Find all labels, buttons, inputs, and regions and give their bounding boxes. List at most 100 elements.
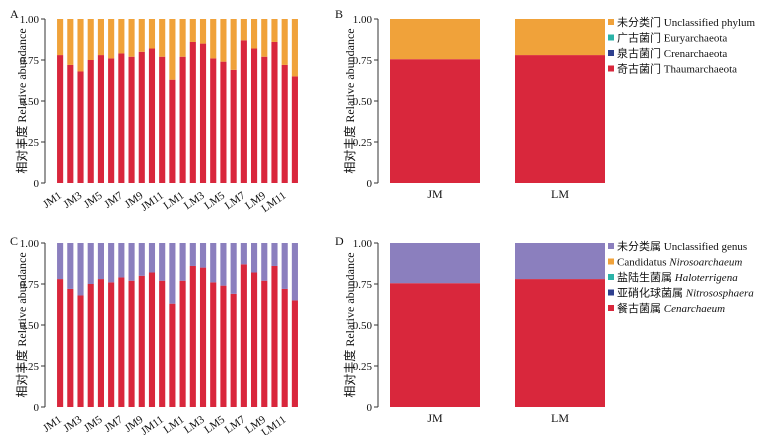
y-axis-title: 相对丰度 Relative abundance <box>14 28 29 173</box>
x-tick-label: JM3 <box>61 413 84 434</box>
legend-swatch <box>608 50 614 56</box>
x-tick-label: JM7 <box>102 189 125 210</box>
bar-segment <box>128 280 135 407</box>
y-axis-title: 相对丰度 Relative abundance <box>14 252 29 397</box>
bar-segment <box>291 19 298 77</box>
bar-segment <box>189 265 196 407</box>
bar-segment <box>67 19 74 65</box>
y-tick-label: 1.00 <box>353 14 373 26</box>
bar-segment <box>199 243 207 268</box>
x-tick-label: JM3 <box>61 189 84 210</box>
bar-segment <box>251 243 258 273</box>
legend-label: 餐古菌属 Cenarchaeum <box>617 301 725 315</box>
legend-label-en: Cenarchaeum <box>664 303 725 315</box>
y-tick-label: 0 <box>34 402 40 414</box>
bar-segment <box>291 243 298 301</box>
bar-segment <box>220 285 227 407</box>
bar-segment <box>97 243 104 280</box>
bar-segment <box>57 243 64 280</box>
y-tick-label: 0.25 <box>353 361 373 373</box>
panel-c: C 0 0.25 0.50 0.75 1.00 相对丰度 Relative abundanc… <box>10 234 298 435</box>
bar-segment <box>148 243 156 273</box>
legend-label: 奇古菌门 Thaumarchaeota <box>617 62 737 76</box>
y-axis-title: 相对丰度 Relative abundance <box>342 252 357 397</box>
bar-segment <box>261 280 268 407</box>
bar-segment <box>87 284 94 407</box>
y-tick-label: 1.00 <box>20 238 40 250</box>
bar-segment <box>210 243 217 283</box>
bar-segment <box>390 59 480 183</box>
y-tick-label: 0.25 <box>20 137 40 149</box>
legend-swatch <box>608 65 614 72</box>
bar-segment <box>210 58 217 183</box>
legend-label-en: Nirosoarchaeum <box>668 257 742 269</box>
x-tick-label: LM3 <box>182 413 207 435</box>
legend-label: 未分类属 Unclassified genus <box>617 239 747 253</box>
bar-segment <box>108 243 115 283</box>
y-tick-label: 0.75 <box>353 55 373 67</box>
legend-label-en: Haloterrigena <box>674 272 738 284</box>
bar-segment <box>199 267 207 407</box>
bar-segment <box>281 288 288 407</box>
bar-segment <box>159 56 166 183</box>
legend-label: 亚硝化球菌属 Nitrososphaera <box>617 286 754 300</box>
bar-segment <box>291 300 298 407</box>
bar-segment <box>57 19 64 56</box>
legend-swatch <box>608 289 614 296</box>
bar-segment <box>230 69 237 183</box>
y-tick-label: 0.50 <box>20 320 40 332</box>
legend-swatch <box>608 274 614 280</box>
bar-segment <box>108 282 115 407</box>
bar-segment <box>240 19 247 41</box>
legend-label-en: Unclassified genus <box>664 241 747 253</box>
legend-label: 盐陆生菌属 Haloterrigena <box>617 270 738 284</box>
y-tick-label: 0.75 <box>20 279 40 291</box>
bar-segment <box>199 19 207 44</box>
bar-segment <box>271 265 278 407</box>
y-tick-label: 1.00 <box>353 238 373 250</box>
bar-segment <box>77 71 84 183</box>
bar-segment <box>271 19 278 42</box>
panel-b: B 0 0.25 0.50 0.75 1.00 相对丰度 Relative abundanc… <box>335 7 756 201</box>
bar-segment <box>189 19 196 42</box>
bar-segment <box>77 19 84 72</box>
bar-segment <box>87 243 94 284</box>
bar-segment <box>128 19 135 57</box>
bar-segment <box>390 19 480 60</box>
y-tick-label: 0.50 <box>20 96 40 108</box>
y-tick-label: 0.50 <box>353 320 373 332</box>
legend-swatch <box>608 258 614 265</box>
bar-segment <box>108 19 115 59</box>
x-tick-label: JM5 <box>82 413 105 434</box>
legend-label-cn: 未分类属 <box>617 239 661 253</box>
legend-swatch <box>608 34 614 41</box>
bar-segment <box>159 280 166 407</box>
bar-segment <box>251 19 258 49</box>
bar-segment <box>138 275 145 407</box>
bar-segment <box>128 56 135 183</box>
bar-segment <box>77 295 84 407</box>
legend-swatch <box>608 305 614 311</box>
x-tick-label: LM5 <box>202 413 227 435</box>
x-tick-label: JM <box>427 187 443 201</box>
bar-segment <box>271 41 278 184</box>
y-tick-label: 0 <box>367 402 373 414</box>
bar-segment <box>179 56 186 183</box>
bar-segment <box>230 293 237 407</box>
bar-segment <box>118 243 125 278</box>
bar-segment <box>291 76 298 183</box>
legend-label: 广古菌门 Euryarchaeota <box>617 31 727 45</box>
bar-segment <box>261 243 268 281</box>
panel-a: A 0 0.25 0.50 0.75 1.00 相对丰度 Relative abundanc… <box>10 7 298 215</box>
bar-segment <box>138 51 145 183</box>
bar-segment <box>261 56 268 183</box>
bar-segment <box>169 303 176 407</box>
legend-label: 未分类门 Unclassified phylum <box>617 15 756 29</box>
y-tick-label: 0.25 <box>353 137 373 149</box>
y-axis-title: 相对丰度 Relative abundance <box>342 28 357 173</box>
panel-letter: C <box>10 234 18 248</box>
bar-segment <box>240 40 247 183</box>
bar-segment <box>210 282 217 407</box>
bar-segment <box>97 279 104 407</box>
